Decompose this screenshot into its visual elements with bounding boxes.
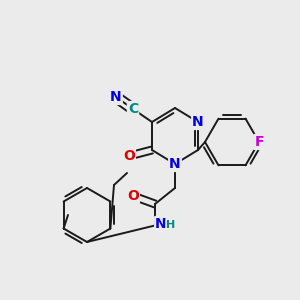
Text: O: O xyxy=(127,189,139,203)
Text: N: N xyxy=(155,217,167,231)
Text: F: F xyxy=(254,135,264,149)
Text: N: N xyxy=(110,90,122,104)
Text: N: N xyxy=(169,157,181,171)
Text: O: O xyxy=(123,149,135,163)
Text: H: H xyxy=(167,220,176,230)
Text: N: N xyxy=(192,115,204,129)
Text: C: C xyxy=(128,102,138,116)
